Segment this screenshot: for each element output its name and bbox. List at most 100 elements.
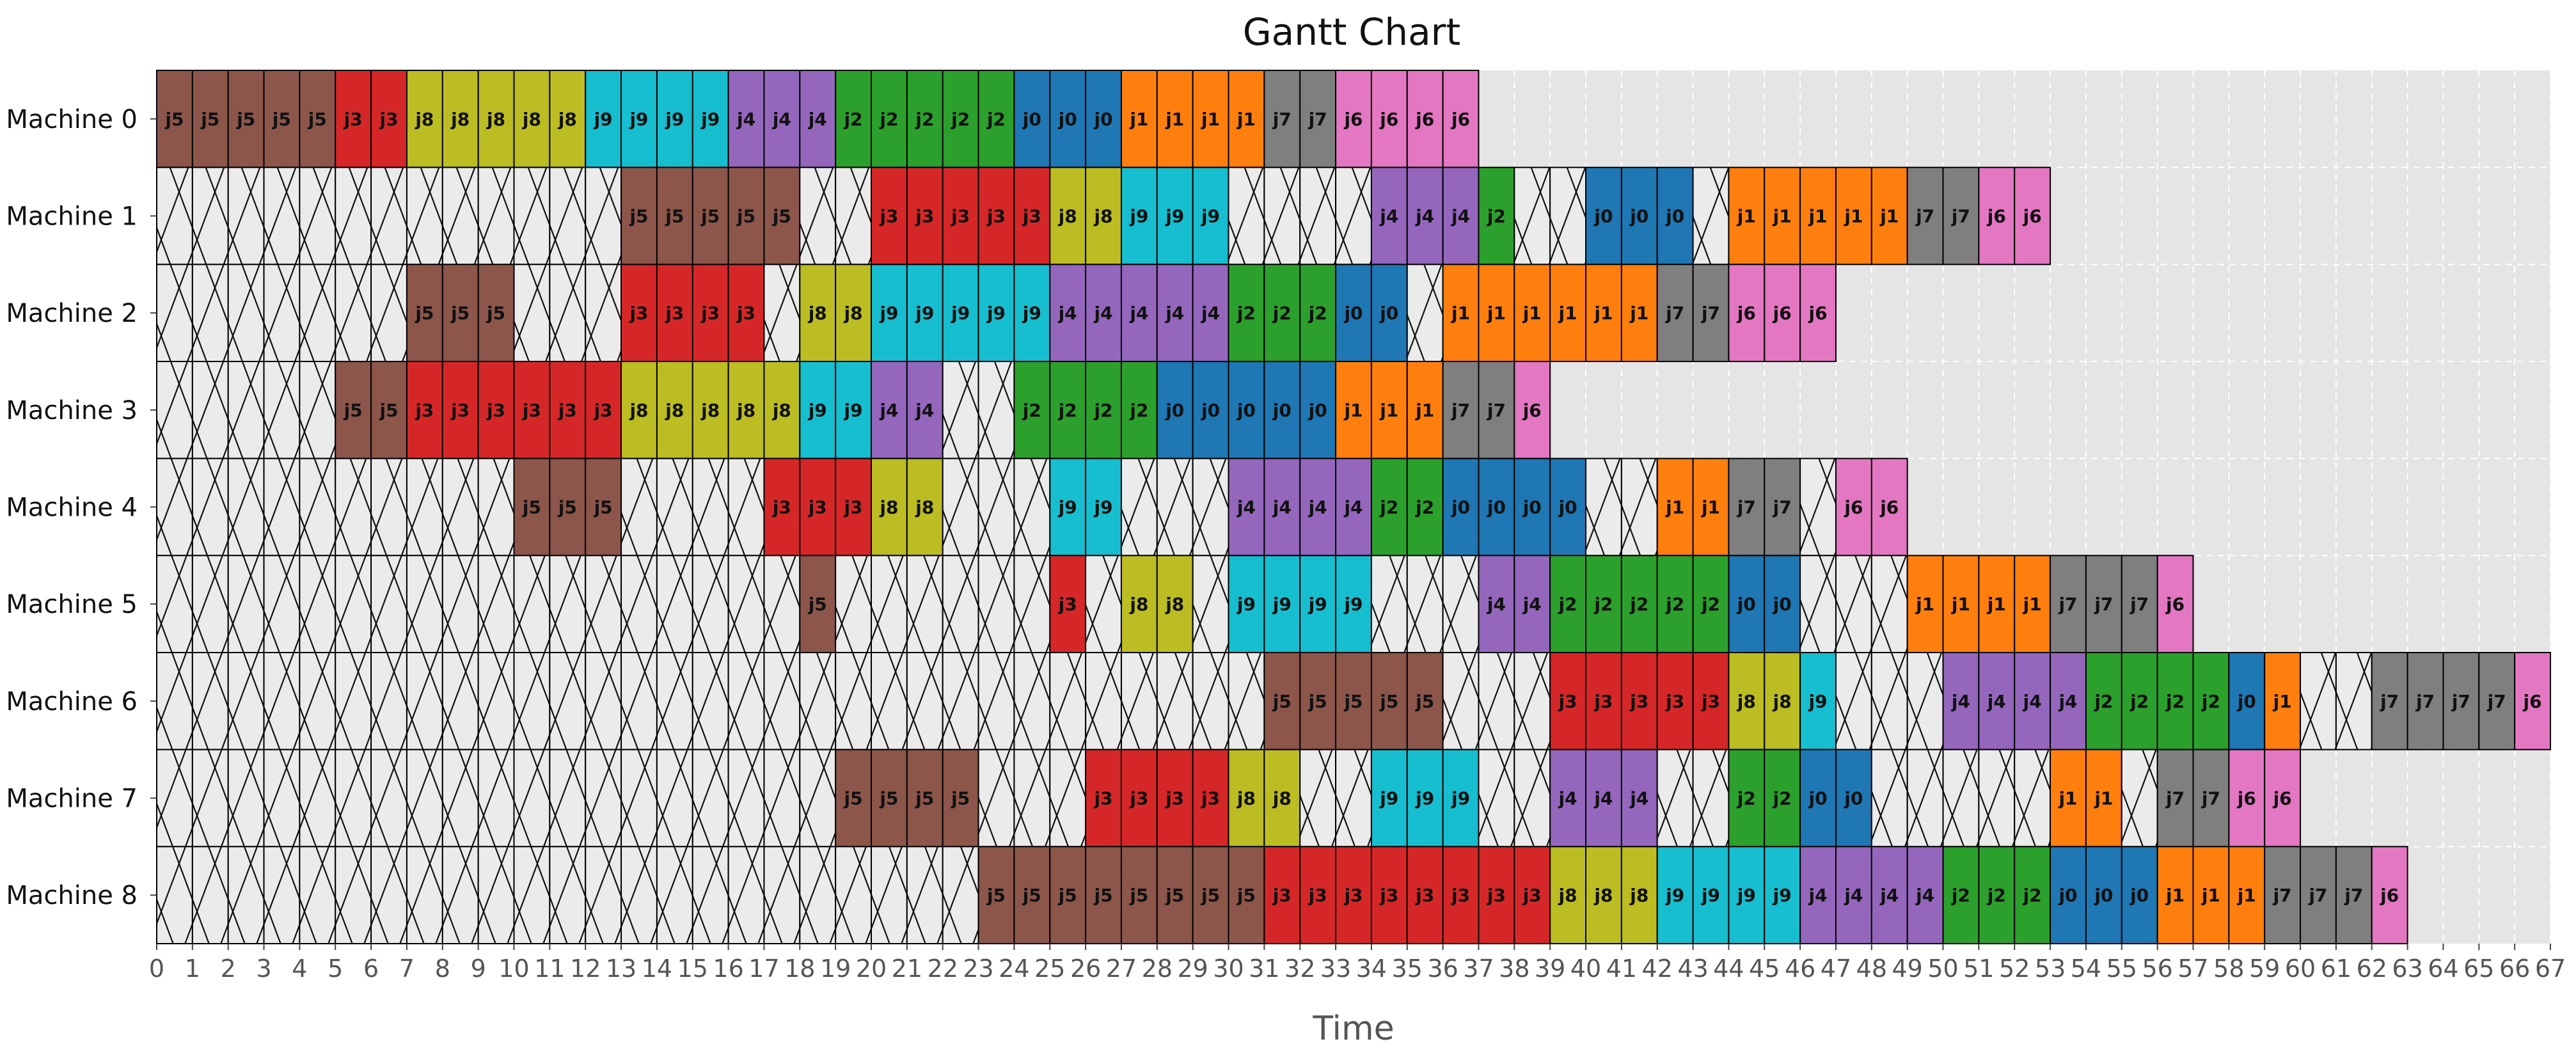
x-tick-label-34: 34	[1356, 955, 1387, 983]
x-tick-label-22: 22	[928, 955, 958, 983]
gantt-bar-j4-m8	[1870, 846, 1908, 945]
bar-label-j0: j0	[1665, 206, 1684, 227]
gantt-bar-j2-m3	[1120, 361, 1158, 459]
bar-label-j6: j6	[1415, 109, 1434, 130]
gantt-bar-j3-m3	[477, 361, 515, 459]
bar-label-j5: j5	[1379, 691, 1398, 712]
gantt-bar-j2-m5	[1656, 555, 1694, 653]
gantt-bar-j8-m3	[656, 361, 693, 459]
idle-segment-m5	[1442, 555, 1480, 653]
bar-label-j8: j8	[1129, 594, 1148, 615]
gantt-bar-j5-m4	[549, 457, 587, 557]
bar-label-j3: j3	[808, 497, 827, 518]
bar-label-j3: j3	[1343, 885, 1363, 906]
bar-label-j1: j1	[1701, 497, 1720, 518]
gantt-bar-j2-m5	[1620, 555, 1658, 653]
bar-label-j7: j7	[1951, 206, 1970, 227]
x-tick-label-46: 46	[1785, 955, 1815, 983]
idle-segment-m2	[156, 264, 193, 363]
gantt-bar-j5-m1	[691, 166, 729, 266]
gantt-bar-j2-m6	[2156, 652, 2194, 750]
idle-segment-m5	[656, 555, 693, 653]
gantt-bar-j7-m7	[2192, 749, 2230, 848]
bar-label-j6: j6	[2523, 691, 2542, 712]
gantt-bar-j3-m0	[335, 70, 372, 168]
idle-segment-m6	[1013, 652, 1051, 750]
gantt-bar-j1-m3	[1406, 361, 1444, 459]
bar-label-j3: j3	[1272, 885, 1292, 906]
idle-segment-m5	[1192, 555, 1229, 653]
bar-label-j3: j3	[1308, 885, 1327, 906]
gantt-bar-j1-m7	[2050, 749, 2087, 848]
gantt-bar-j9-m1	[1120, 166, 1158, 266]
gantt-bar-j0-m1	[1656, 166, 1694, 266]
gantt-bar-j9-m2	[977, 264, 1015, 363]
bar-label-j0: j0	[1773, 594, 1792, 615]
bar-label-j7: j7	[2058, 594, 2077, 615]
gantt-bar-j3-m1	[1013, 166, 1051, 266]
x-tick-label-35: 35	[1392, 955, 1423, 983]
bar-label-j5: j5	[522, 497, 541, 518]
x-tick-label-20: 20	[856, 955, 887, 983]
idle-segment-m8	[585, 846, 622, 945]
idle-segment-m5	[406, 555, 443, 653]
bar-label-j7: j7	[2415, 691, 2435, 712]
gantt-bar-j7-m6	[2406, 652, 2444, 750]
idle-segment-m2	[1406, 264, 1444, 363]
bar-label-j4: j4	[1343, 497, 1363, 518]
gantt-bar-j0-m0	[1013, 70, 1051, 168]
idle-segment-m8	[406, 846, 443, 945]
idle-segment-m7	[1335, 749, 1372, 848]
idle-segment-m6	[1156, 652, 1194, 750]
gantt-bar-j0-m4	[1549, 457, 1587, 557]
idle-segment-m2	[227, 264, 265, 363]
idle-segment-m5	[263, 555, 301, 653]
bar-label-j3: j3	[665, 303, 684, 324]
axes: Machine 0 Machine 1 Machine 2 Machine 3 Mach…	[6, 105, 2566, 983]
idle-segment-m4	[406, 457, 443, 557]
bar-label-j1: j1	[2273, 691, 2292, 712]
x-tick-label-17: 17	[748, 955, 779, 983]
idle-segment-m6	[477, 652, 515, 750]
bar-label-j7: j7	[1665, 303, 1684, 324]
bar-label-j1: j1	[1593, 303, 1613, 324]
idle-segment-m7	[1013, 749, 1051, 848]
bar-label-j9: j9	[1201, 206, 1220, 227]
bar-label-j2: j2	[986, 109, 1006, 130]
idle-segment-m6	[513, 652, 551, 750]
bar-label-j0: j0	[1272, 400, 1292, 421]
idle-segment-m6	[1835, 652, 1872, 750]
gantt-bar-j5-m8	[1156, 846, 1194, 945]
bar-label-j5: j5	[558, 497, 577, 518]
idle-segment-m7	[1656, 749, 1694, 848]
gantt-bar-j4-m6	[1978, 652, 2016, 750]
bar-label-j3: j3	[594, 400, 613, 421]
bar-label-j0: j0	[1237, 400, 1256, 421]
x-tick-label-63: 63	[2392, 955, 2422, 983]
idle-segment-m8	[763, 846, 801, 945]
idle-segment-m6	[835, 652, 873, 750]
bar-label-j7: j7	[1915, 206, 1934, 227]
gantt-bar-j8-m7	[1263, 749, 1301, 848]
gantt-bar-j9-m7	[1442, 749, 1480, 848]
bar-label-j2: j2	[1593, 594, 1613, 615]
x-tick-label-33: 33	[1320, 955, 1351, 983]
bar-label-j7: j7	[1487, 400, 1506, 421]
gantt-bar-j1-m3	[1335, 361, 1372, 459]
bar-label-j5: j5	[1058, 885, 1077, 906]
bar-label-j9: j9	[629, 109, 648, 130]
bar-label-j3: j3	[844, 497, 863, 518]
bar-label-j9: j9	[1701, 885, 1720, 906]
idle-segment-m6	[2300, 652, 2337, 750]
y-tick-label-machine-8: Machine 8	[6, 881, 138, 910]
bar-label-j9: j9	[700, 109, 720, 130]
bar-label-j5: j5	[594, 497, 613, 518]
bar-label-j4: j4	[1593, 788, 1613, 809]
bar-label-j4: j4	[1308, 497, 1327, 518]
x-tick-label-13: 13	[606, 955, 636, 983]
bar-label-j5: j5	[164, 109, 184, 130]
gantt-bar-j8-m3	[691, 361, 729, 459]
gantt-bar-j4-m6	[1942, 652, 1980, 750]
x-tick-label-36: 36	[1427, 955, 1458, 983]
gantt-bar-j8-m1	[1049, 166, 1087, 266]
